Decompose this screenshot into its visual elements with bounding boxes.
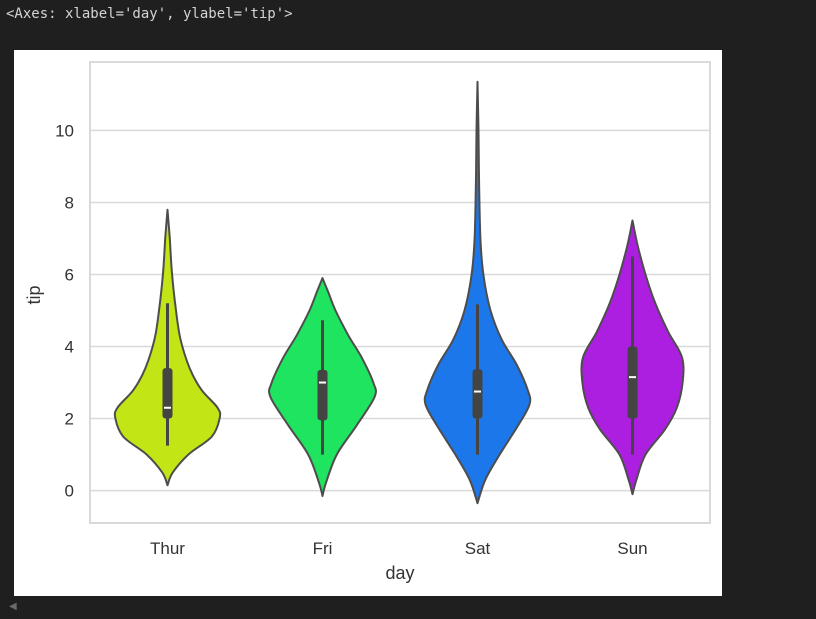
violin-fri [268,277,377,497]
y-tick-labels: 0 2 4 6 8 10 [55,121,74,500]
x-tick-labels: Thur Fri Sat Sun [150,539,648,558]
y-tick-label: 6 [65,265,74,284]
x-tick-label: Sat [465,539,491,558]
violin-iqr-box [472,369,483,419]
x-axis-label: day [385,563,414,583]
y-tick-label: 8 [65,193,74,212]
violin-sat [423,80,532,505]
x-tick-label: Thur [150,539,185,558]
violin-body [423,80,532,505]
y-tick-label: 0 [65,482,74,501]
violin-iqr-box [317,369,328,421]
violin-thur [113,208,222,487]
x-tick-label: Sun [617,539,647,558]
violin-chart: 0 2 4 6 8 10 Thur Fri Sat Sun day tip [24,61,711,583]
violin-iqr-box [627,346,638,419]
y-tick-label: 4 [65,338,74,357]
y-axis-label: tip [24,285,44,304]
violin-iqr-box [162,368,173,419]
chart-output-panel: 0 2 4 6 8 10 Thur Fri Sat Sun day tip [14,50,722,596]
chevron-left-icon[interactable]: ◀ [9,601,17,612]
y-tick-label: 2 [65,410,74,429]
violin-sun [580,219,685,496]
axes-repr-output: <Axes: xlabel='day', ylabel='tip'> [6,6,293,22]
y-tick-label: 10 [55,121,74,140]
violins [113,80,685,505]
x-tick-label: Fri [313,539,333,558]
